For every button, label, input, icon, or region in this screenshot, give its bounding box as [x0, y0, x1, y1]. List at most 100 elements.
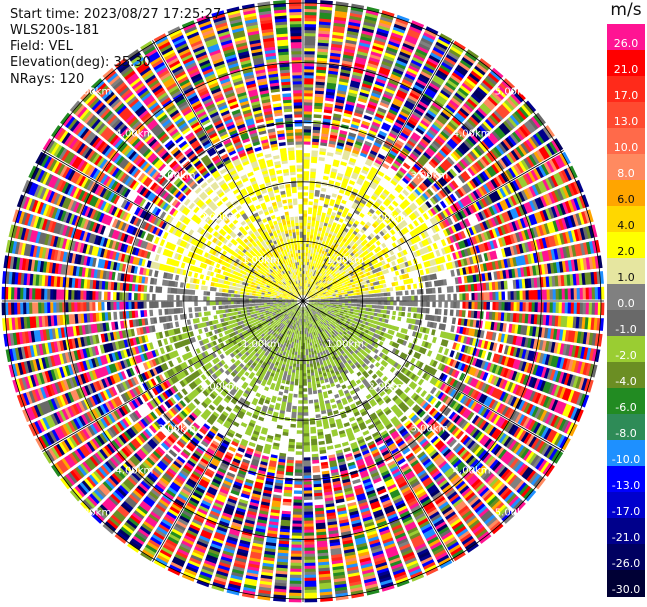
velocity-cell — [361, 185, 368, 192]
velocity-cell — [388, 205, 395, 212]
velocity-cell — [387, 301, 391, 306]
velocity-cell — [318, 272, 322, 276]
velocity-cell — [314, 99, 324, 104]
velocity-cell — [398, 86, 409, 94]
velocity-cell — [305, 324, 308, 329]
velocity-cell — [373, 161, 381, 168]
velocity-cell — [319, 221, 324, 226]
velocity-cell — [313, 283, 317, 287]
velocity-cell — [310, 278, 313, 282]
velocity-cell — [372, 297, 376, 301]
velocity-cell — [425, 26, 439, 35]
velocity-cell — [306, 264, 309, 269]
velocity-cell — [303, 165, 310, 169]
velocity-cell — [362, 27, 375, 34]
velocity-cell — [414, 188, 422, 196]
velocity-cell — [427, 350, 433, 357]
velocity-cell — [345, 140, 354, 147]
velocity-cell — [432, 242, 438, 250]
velocity-cell — [415, 127, 425, 135]
velocity-cell — [411, 150, 420, 158]
velocity-cell — [321, 298, 325, 300]
velocity-cell — [432, 77, 444, 86]
velocity-cell — [307, 283, 310, 287]
velocity-cell — [452, 133, 463, 143]
velocity-cell — [458, 87, 469, 97]
velocity-cell — [365, 221, 372, 227]
velocity-cell — [341, 180, 348, 186]
velocity-cell — [441, 61, 453, 71]
velocity-cell — [304, 105, 313, 109]
velocity-cell — [303, 291, 305, 295]
velocity-cell — [318, 227, 323, 232]
velocity-cell — [352, 230, 358, 236]
velocity-cell — [364, 223, 370, 230]
velocity-cell — [343, 51, 355, 57]
velocity-cell — [452, 94, 464, 104]
velocity-cell — [319, 269, 323, 274]
velocity-cell — [309, 256, 313, 260]
velocity-cell — [349, 85, 359, 92]
velocity-cell — [386, 84, 397, 92]
velocity-cell — [393, 301, 397, 306]
velocity-cell — [353, 111, 363, 118]
velocity-cell — [388, 193, 396, 200]
velocity-cell — [424, 90, 435, 99]
velocity-cell — [303, 171, 310, 175]
velocity-cell — [418, 100, 429, 109]
velocity-cell — [389, 37, 401, 45]
velocity-cell — [499, 82, 511, 94]
velocity-cell — [315, 281, 319, 285]
velocity-cell — [330, 302, 334, 304]
velocity-cell — [320, 253, 324, 257]
velocity-cell — [304, 29, 316, 34]
velocity-cell — [420, 70, 432, 79]
velocity-cell — [426, 295, 430, 301]
velocity-cell — [431, 329, 436, 336]
velocity-cell — [319, 196, 325, 201]
velocity-cell — [321, 250, 325, 255]
velocity-cell — [393, 174, 402, 182]
velocity-cell — [314, 229, 318, 234]
velocity-cell — [402, 296, 406, 301]
velocity-cell — [470, 70, 482, 81]
velocity-cell — [303, 132, 311, 136]
velocity-cell — [410, 89, 421, 98]
velocity-cell — [421, 67, 433, 77]
velocity-cell — [312, 283, 316, 287]
velocity-cell — [474, 65, 486, 76]
velocity-cell — [386, 310, 391, 315]
velocity-cell — [322, 260, 326, 265]
velocity-cell — [382, 162, 390, 170]
velocity-cell — [317, 39, 329, 44]
velocity-cell — [463, 79, 475, 90]
velocity-cell — [360, 35, 372, 42]
velocity-cell — [416, 173, 424, 182]
velocity-cell — [312, 286, 316, 290]
velocity-cell — [312, 275, 316, 280]
velocity-cell — [466, 75, 479, 85]
velocity-cell — [391, 235, 397, 242]
velocity-cell — [314, 93, 324, 98]
velocity-cell — [307, 294, 310, 297]
velocity-cell — [367, 103, 377, 110]
velocity-cell — [411, 165, 420, 173]
velocity-cell — [414, 81, 426, 90]
velocity-cell — [428, 160, 437, 169]
velocity-cell — [378, 130, 387, 137]
velocity-cell — [307, 280, 310, 284]
velocity-cell — [412, 56, 424, 65]
velocity-cell — [352, 201, 359, 207]
velocity-cell — [317, 254, 321, 259]
velocity-cell — [435, 249, 441, 257]
velocity-cell — [356, 134, 365, 141]
velocity-cell — [375, 226, 382, 233]
velocity-cell — [409, 364, 416, 372]
velocity-cell — [303, 234, 307, 238]
velocity-cell — [418, 140, 428, 149]
velocity-cell — [392, 100, 402, 108]
velocity-cell — [453, 69, 465, 79]
velocity-cell — [309, 183, 315, 188]
velocity-cell — [312, 138, 320, 143]
velocity-cell — [456, 301, 460, 309]
